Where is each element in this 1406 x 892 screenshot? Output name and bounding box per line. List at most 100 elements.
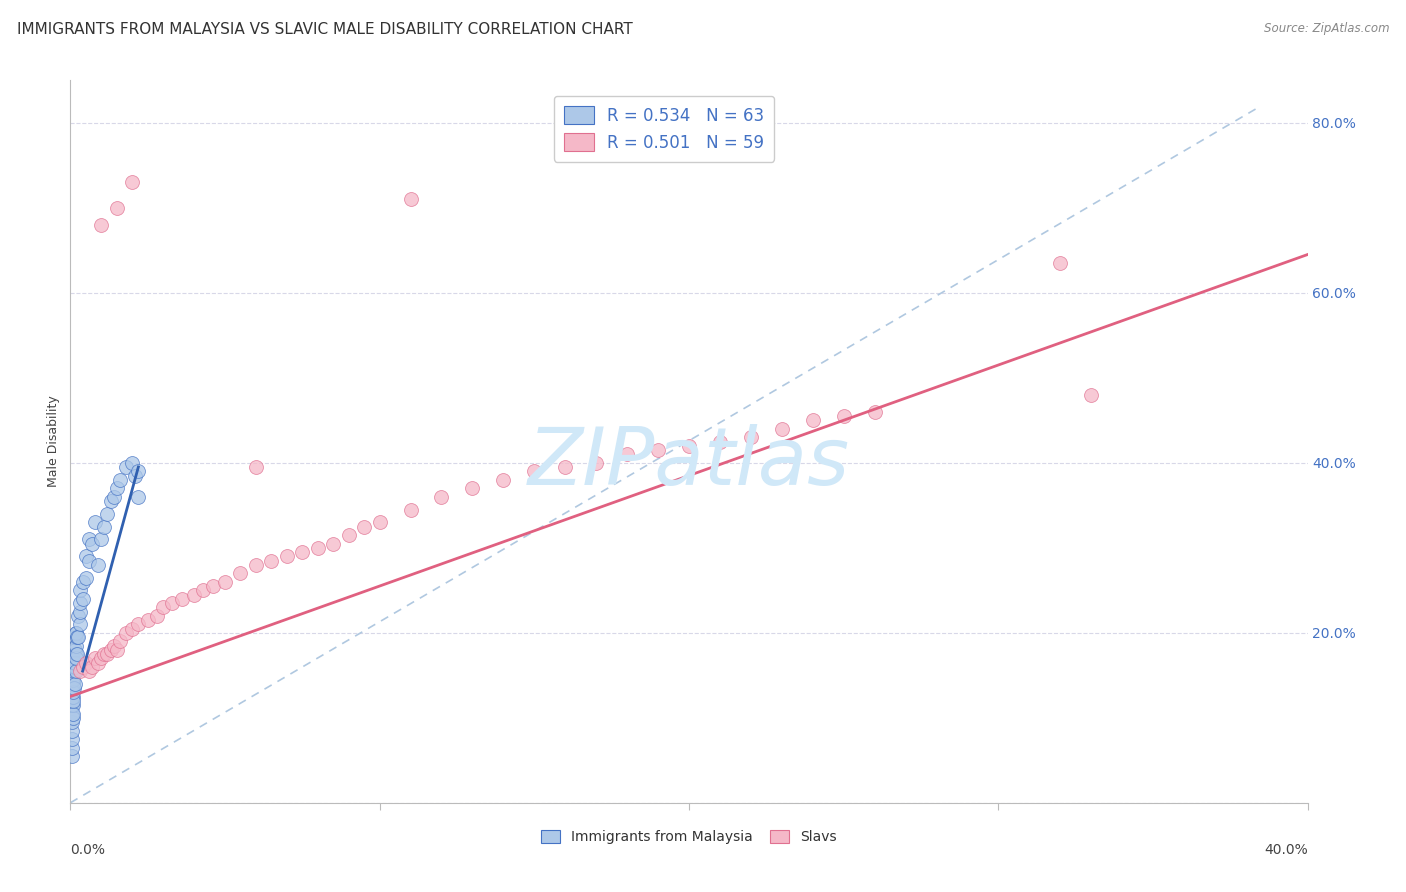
Point — [121, 456, 143, 470]
Point — [740, 430, 762, 444]
Point — [65, 630, 87, 644]
Point — [69, 583, 91, 598]
Point — [65, 639, 87, 653]
Point — [66, 647, 89, 661]
Point — [60, 673, 83, 687]
Point — [554, 460, 576, 475]
Point — [72, 591, 94, 606]
Point — [863, 405, 886, 419]
Point — [63, 664, 86, 678]
Point — [93, 519, 115, 533]
Point — [60, 740, 83, 755]
Point — [77, 664, 100, 678]
Point — [146, 608, 169, 623]
Point — [80, 536, 103, 550]
Point — [62, 711, 84, 725]
Point — [801, 413, 824, 427]
Point — [60, 714, 83, 729]
Point — [162, 596, 184, 610]
Point — [93, 647, 115, 661]
Point — [62, 690, 84, 704]
Point — [103, 490, 125, 504]
Point — [108, 634, 131, 648]
Point — [62, 660, 84, 674]
Text: 0.0%: 0.0% — [70, 843, 105, 856]
Point — [307, 541, 329, 555]
Point — [616, 447, 638, 461]
Point — [63, 642, 86, 657]
Text: 40.0%: 40.0% — [1264, 843, 1308, 856]
Point — [72, 574, 94, 589]
Point — [60, 690, 83, 704]
Point — [492, 473, 515, 487]
Point — [62, 706, 84, 721]
Point — [96, 507, 118, 521]
Point — [709, 434, 731, 449]
Point — [214, 574, 236, 589]
Point — [108, 473, 131, 487]
Point — [62, 673, 84, 687]
Point — [105, 642, 128, 657]
Point — [1049, 256, 1071, 270]
Point — [399, 502, 422, 516]
Point — [63, 656, 86, 670]
Point — [127, 490, 149, 504]
Point — [461, 481, 484, 495]
Point — [430, 490, 453, 504]
Point — [87, 558, 110, 572]
Point — [291, 545, 314, 559]
Point — [121, 622, 143, 636]
Point — [322, 536, 344, 550]
Point — [127, 464, 149, 478]
Point — [65, 651, 87, 665]
Point — [69, 617, 91, 632]
Point — [72, 660, 94, 674]
Point — [62, 685, 84, 699]
Point — [127, 617, 149, 632]
Point — [100, 494, 122, 508]
Point — [75, 549, 97, 564]
Point — [260, 553, 283, 567]
Point — [65, 647, 87, 661]
Point — [62, 677, 84, 691]
Point — [77, 553, 100, 567]
Point — [96, 647, 118, 661]
Text: ZIPatlas: ZIPatlas — [527, 425, 851, 502]
Point — [60, 681, 83, 695]
Legend: Immigrants from Malaysia, Slavs: Immigrants from Malaysia, Slavs — [536, 824, 842, 850]
Point — [84, 516, 107, 530]
Point — [90, 651, 112, 665]
Point — [62, 651, 84, 665]
Point — [124, 468, 146, 483]
Point — [62, 698, 84, 712]
Point — [84, 651, 107, 665]
Point — [399, 192, 422, 206]
Point — [69, 605, 91, 619]
Point — [67, 608, 90, 623]
Point — [87, 656, 110, 670]
Point — [105, 201, 128, 215]
Point — [100, 642, 122, 657]
Point — [60, 706, 83, 721]
Point — [80, 660, 103, 674]
Point — [337, 528, 360, 542]
Point — [115, 625, 138, 640]
Point — [105, 481, 128, 495]
Point — [63, 660, 86, 674]
Text: IMMIGRANTS FROM MALAYSIA VS SLAVIC MALE DISABILITY CORRELATION CHART: IMMIGRANTS FROM MALAYSIA VS SLAVIC MALE … — [17, 22, 633, 37]
Point — [69, 664, 91, 678]
Point — [65, 625, 87, 640]
Point — [75, 570, 97, 584]
Point — [90, 218, 112, 232]
Point — [77, 533, 100, 547]
Point — [62, 694, 84, 708]
Point — [75, 656, 97, 670]
Point — [103, 639, 125, 653]
Point — [245, 460, 267, 475]
Point — [69, 596, 91, 610]
Point — [647, 443, 669, 458]
Point — [60, 749, 83, 764]
Point — [65, 664, 87, 678]
Point — [67, 630, 90, 644]
Point — [170, 591, 193, 606]
